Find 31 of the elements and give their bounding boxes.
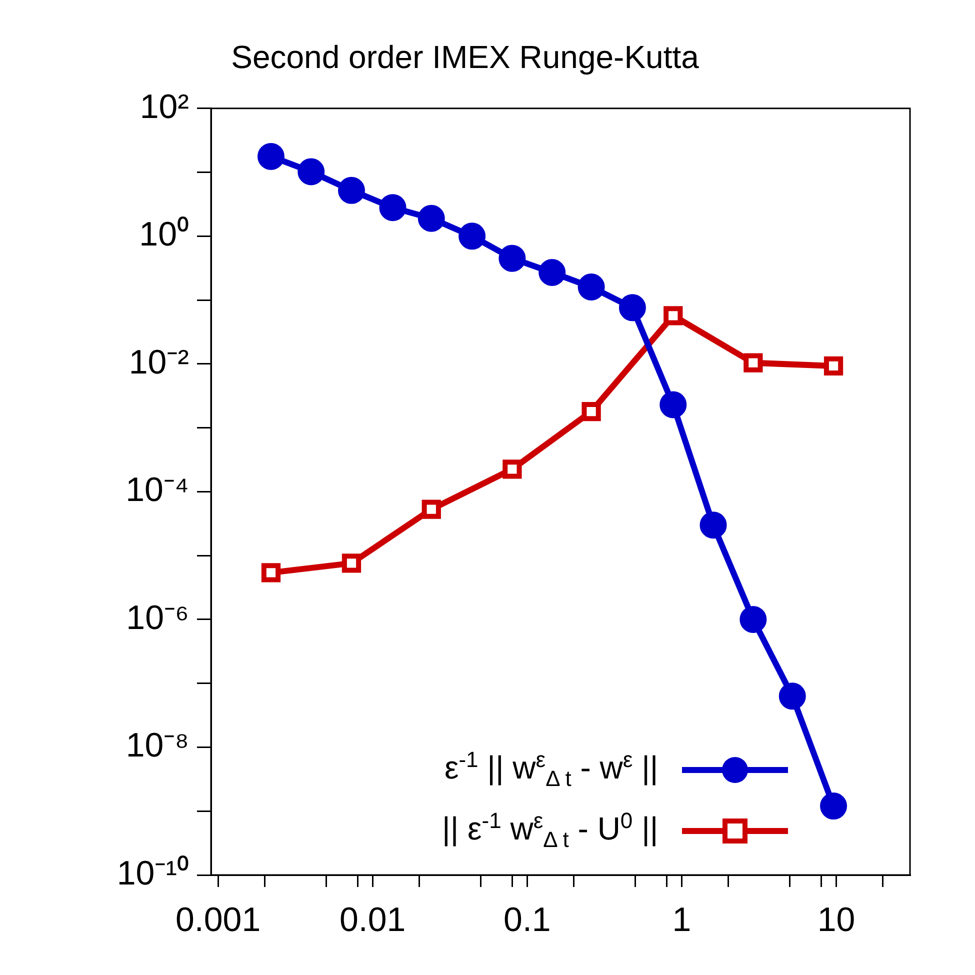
point (740, 606, 767, 633)
legend-label: ε$^{-1}$ || w$^{ε}$$_{Δ t}$ - w$^{ε}$ || (444, 746, 658, 794)
point (458, 222, 486, 250)
point (257, 142, 284, 170)
y-tick-label: 10⁻⁴ (126, 471, 189, 510)
point (700, 512, 727, 539)
y-tick-label: 10⁻¹⁰ (116, 854, 189, 892)
point (338, 176, 365, 204)
point (379, 194, 406, 222)
y-tick-label: 10⁻⁸ (126, 726, 189, 765)
x-tick-label: 1 (672, 900, 692, 939)
x-tick-label: 0.1 (504, 900, 551, 939)
point (498, 244, 526, 272)
legend-label: || ε$^{-1}$ w$^{ε}$$_{Δ t}$ - U$^{0}$ || (442, 807, 658, 854)
point (778, 682, 806, 710)
point (538, 258, 566, 286)
y-tick-label: 10⁰ (139, 216, 189, 254)
point (418, 204, 445, 232)
point (261, 563, 281, 582)
point (660, 391, 687, 418)
x-tick-label: 10 (817, 900, 856, 939)
point (618, 294, 646, 322)
x-tick-label: 0.001 (176, 900, 261, 939)
y-tick-label: 10⁻⁶ (126, 598, 189, 637)
y-tick-label: 10⁻² (128, 343, 189, 382)
point (578, 274, 605, 301)
chart-title: Second order IMEX Runge-Kutta (231, 39, 700, 76)
x-tick-label: 0.01 (340, 900, 406, 939)
point (820, 792, 848, 820)
point (298, 158, 325, 186)
y-tick-label: 10² (140, 88, 189, 126)
